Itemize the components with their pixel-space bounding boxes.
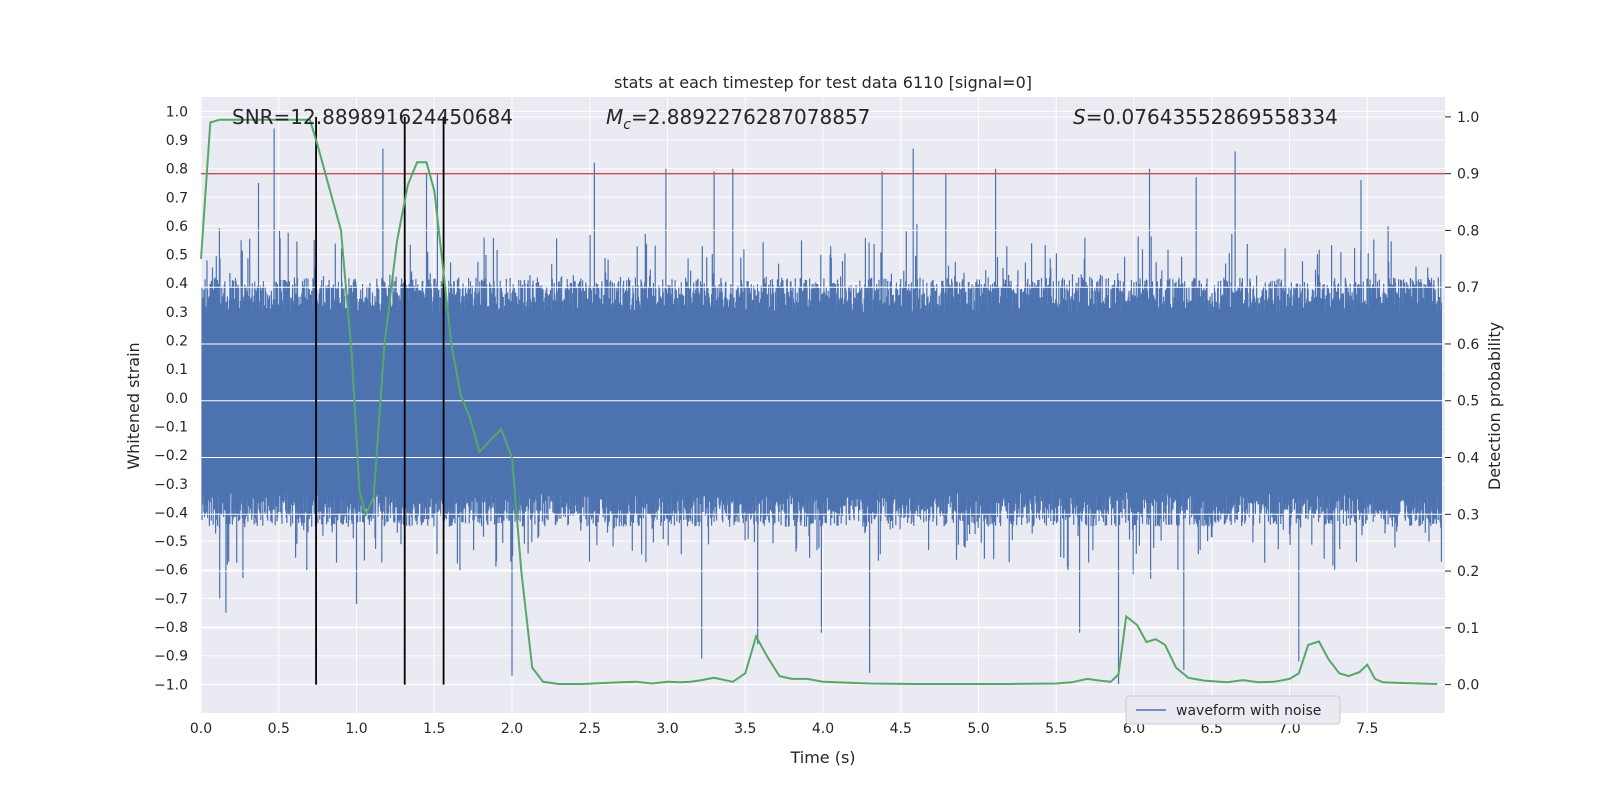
x-tick-label: 5.5	[1045, 721, 1067, 737]
x-tick-label: 6.0	[1123, 721, 1145, 737]
y-right-tick-label: 0.1	[1457, 621, 1479, 637]
x-axis-label: Time (s)	[789, 748, 855, 767]
mc-subscript: c	[623, 117, 631, 133]
y-right-tick-label: 1.0	[1457, 110, 1479, 126]
x-tick-label: 0.5	[268, 721, 290, 737]
mc-symbol: M	[606, 105, 623, 129]
s-value: =0.07643552869558334	[1086, 105, 1338, 129]
y-left-tick-label: 0.8	[166, 162, 188, 178]
y-left-tick-label: 1.0	[166, 104, 188, 120]
s-annotation: S=0.07643552869558334	[1073, 105, 1338, 129]
y-right-tick-label: 0.9	[1457, 167, 1479, 183]
x-tick-label: 7.0	[1278, 721, 1300, 737]
probability-line	[200, 118, 1438, 685]
left-axis-ticks: 1.0 0.9 0.8 0.7 0.6 0.5 0.4 0.3 0.2 0.1 0.0 −0.1 −0.…	[154, 104, 188, 693]
x-tick-label: 1.0	[345, 721, 367, 737]
y-left-tick-label: 0.4	[166, 276, 188, 292]
y-axis-label-right: Detection probability	[1485, 322, 1504, 490]
x-tick-label: 4.5	[890, 721, 912, 737]
legend-label: waveform with noise	[1176, 703, 1321, 719]
y-right-tick-label: 0.5	[1457, 394, 1479, 410]
waveform-line	[201, 128, 1442, 685]
y-left-tick-label: 0.2	[166, 334, 188, 350]
y-left-tick-label: −0.6	[154, 563, 188, 579]
x-tick-label: 2.5	[579, 721, 601, 737]
y-left-tick-label: −0.5	[154, 534, 188, 550]
x-tick-label: 4.0	[812, 721, 834, 737]
x-tick-label: 5.0	[967, 721, 989, 737]
x-tick-label: 6.5	[1201, 721, 1223, 737]
x-tick-label: 2.0	[501, 721, 523, 737]
chirp-mass-annotation: Mc=2.8892276287078857	[606, 105, 870, 133]
y-left-tick-label: 0.5	[166, 248, 188, 264]
y-left-tick-label: −0.2	[154, 448, 188, 464]
legend: waveform with noise	[1125, 695, 1341, 725]
y-left-tick-label: 0.0	[166, 391, 188, 407]
probability-series	[200, 118, 1438, 685]
y-left-tick-label: −0.3	[154, 477, 188, 493]
right-axis-ticks: 1.0 0.9 0.8 0.7 0.6 0.5 0.4 0.3 0.2 0.1 0.0	[1445, 110, 1479, 694]
y-right-tick-label: 0.8	[1457, 223, 1479, 239]
y-right-tick-label: 0.3	[1457, 507, 1479, 523]
y-left-tick-label: 0.3	[166, 305, 188, 321]
y-left-tick-label: 0.1	[166, 362, 188, 378]
s-symbol: S	[1073, 105, 1086, 129]
y-right-tick-label: 0.4	[1457, 451, 1479, 467]
x-tick-label: 0.0	[190, 721, 212, 737]
y-right-tick-label: 0.2	[1457, 564, 1479, 580]
snr-annotation: SNR=12.889891624450684	[232, 105, 513, 129]
waveform-series	[201, 128, 1442, 685]
y-left-tick-label: −0.7	[154, 591, 188, 607]
chart-title: stats at each timestep for test data 611…	[614, 73, 1032, 92]
y-left-tick-label: 0.7	[166, 190, 188, 206]
x-tick-label: 7.5	[1356, 721, 1378, 737]
y-left-tick-label: 0.9	[166, 133, 188, 149]
x-tick-label: 1.5	[423, 721, 445, 737]
y-right-tick-label: 0.7	[1457, 280, 1479, 296]
legend-box	[1125, 695, 1341, 725]
y-right-tick-label: 0.6	[1457, 337, 1479, 353]
x-tick-label: 3.5	[734, 721, 756, 737]
y-axis-label-left: Whitened strain	[124, 342, 143, 469]
x-axis-ticks: 0.0 0.5 1.0 1.5 2.0 2.5 3.0 3.5 4.0 4.5 5.0 5.5 6.0 6…	[190, 721, 1379, 737]
y-right-tick-label: 0.0	[1457, 678, 1479, 694]
mc-value: =2.8892276287078857	[631, 105, 870, 129]
y-left-tick-label: −0.1	[154, 419, 188, 435]
x-tick-label: 3.0	[656, 721, 678, 737]
y-left-tick-label: −0.8	[154, 620, 188, 636]
vertical-markers	[315, 116, 445, 685]
y-left-tick-label: −1.0	[154, 677, 188, 693]
y-left-tick-label: −0.4	[154, 505, 188, 521]
y-left-tick-label: 0.6	[166, 219, 188, 235]
y-left-tick-label: −0.9	[154, 649, 188, 665]
